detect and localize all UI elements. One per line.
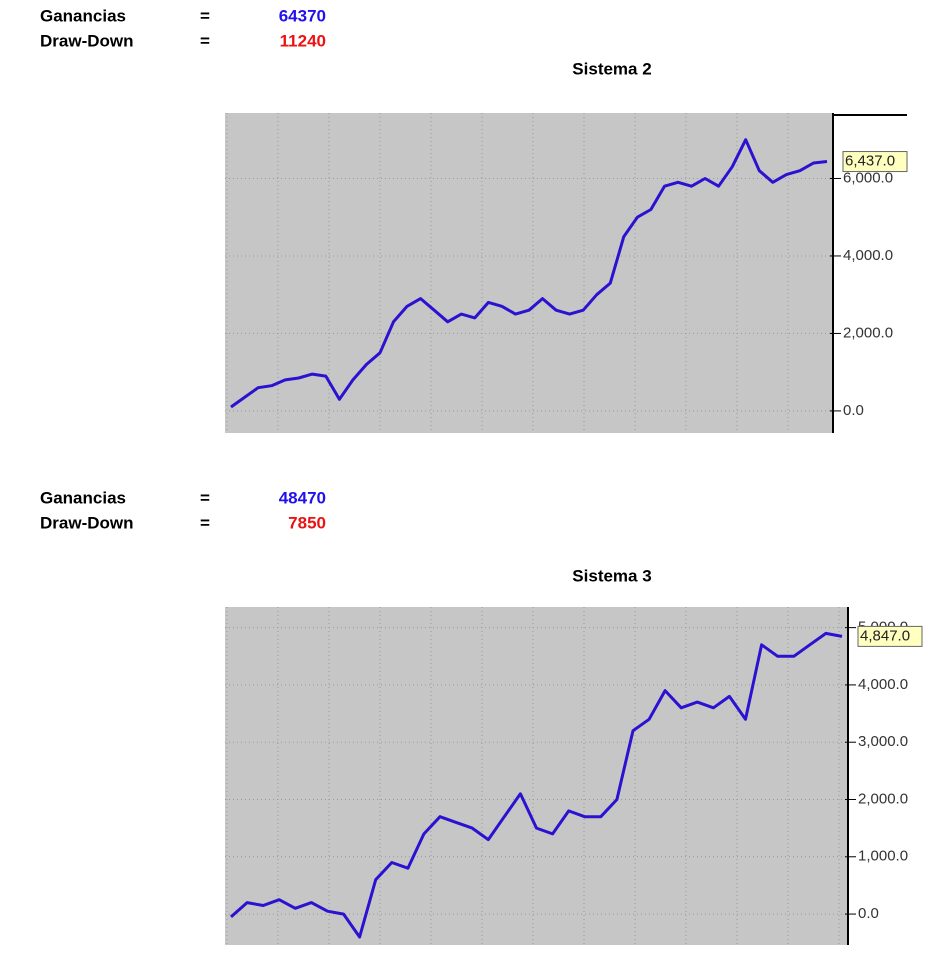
stat-value: 48470	[279, 488, 326, 507]
y-tick-label: 0.0	[843, 402, 864, 419]
y-tick-label: 0.0	[858, 905, 879, 922]
y-tick-label: 2,000.0	[843, 324, 893, 341]
value-tag-box	[857, 625, 923, 647]
value-tag: 4,847.0	[860, 627, 910, 644]
y-tick-label: 6,000.0	[843, 169, 893, 186]
value-tag-box	[842, 151, 908, 173]
y-tick-label: 3,000.0	[858, 733, 908, 750]
plot-area	[225, 607, 848, 945]
stat-value: 7850	[288, 513, 326, 532]
stat-separator: =	[200, 6, 210, 25]
stat-value: 11240	[280, 31, 326, 50]
stat-value: 64370	[279, 6, 326, 25]
stat-separator: =	[200, 513, 210, 532]
chart: Ganancias = 64370 Draw-Down = 11240 Sistema 2 0…	[40, 6, 908, 433]
stat-label: Ganancias	[40, 488, 126, 507]
stat-label: Draw-Down	[40, 31, 134, 50]
y-tick-label: 4,000.0	[858, 676, 908, 693]
plot-area	[225, 113, 833, 433]
chart: Ganancias = 48470 Draw-Down = 7850 Sistema 3 0.…	[40, 488, 923, 945]
series-line	[230, 138, 828, 409]
chart-title: Sistema 3	[572, 566, 651, 585]
stat-separator: =	[200, 488, 210, 507]
stat-separator: =	[200, 31, 210, 50]
y-tick-label: 2,000.0	[858, 790, 908, 807]
chart-title: Sistema 2	[572, 59, 651, 78]
series-line	[230, 631, 843, 939]
stat-label: Draw-Down	[40, 513, 134, 532]
y-tick-label: 1,000.0	[858, 848, 908, 865]
stat-label: Ganancias	[40, 6, 126, 25]
y-tick-label: 4,000.0	[843, 247, 893, 264]
value-tag: 6,437.0	[845, 153, 895, 170]
